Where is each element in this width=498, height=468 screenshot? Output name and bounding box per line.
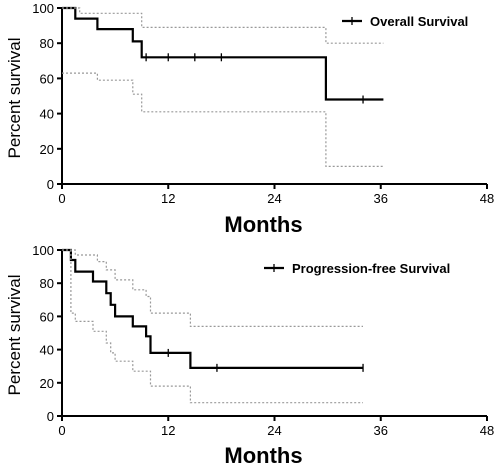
x-tick-label: 36 (374, 423, 388, 438)
survival-chart-1: 0 20 40 60 80 100 0 12 24 36 48 Months Percent survi… (5, 1, 494, 237)
y-tick-label: 60 (40, 71, 54, 86)
confidence-band-upper (62, 249, 363, 327)
survival-curve (62, 6, 384, 101)
x-tick-label: 24 (267, 191, 281, 206)
y-tick-label: 60 (40, 309, 54, 324)
legend-label: Overall Survival (370, 14, 468, 29)
x-tick-label: 0 (58, 423, 65, 438)
survival-curve (62, 248, 363, 369)
confidence-band-upper (62, 7, 384, 44)
y-tick-label: 80 (40, 36, 54, 51)
y-tick-label: 40 (40, 107, 54, 122)
y-tick-label: 100 (32, 1, 54, 16)
confidence-band-lower (62, 72, 384, 167)
y-axis-title: Percent survival (5, 38, 24, 159)
legend: Progression-free Survival (264, 261, 450, 276)
x-tick-label: 48 (480, 191, 494, 206)
x-tick-label: 36 (374, 191, 388, 206)
x-tick-label: 12 (161, 423, 175, 438)
x-tick-label: 12 (161, 191, 175, 206)
y-axis-title: Percent survival (5, 275, 24, 396)
y-tick-label: 20 (40, 142, 54, 157)
x-tick-label: 24 (267, 423, 281, 438)
y-tick-label: 100 (32, 243, 54, 258)
y-tick-label: 20 (40, 376, 54, 391)
x-axis-title: Months (224, 443, 302, 468)
x-tick-label: 48 (480, 423, 494, 438)
y-tick-label: 40 (40, 343, 54, 358)
legend-label: Progression-free Survival (292, 261, 450, 276)
y-tick-label: 0 (47, 177, 54, 192)
survival-chart-2: 0 20 40 60 80 100 0 12 24 36 48 Months Percent survi… (5, 243, 494, 468)
legend: Overall Survival (342, 14, 468, 29)
x-tick-label: 0 (58, 191, 65, 206)
y-tick-label: 0 (47, 409, 54, 424)
y-tick-label: 80 (40, 276, 54, 291)
x-axis-title: Months (224, 212, 302, 237)
